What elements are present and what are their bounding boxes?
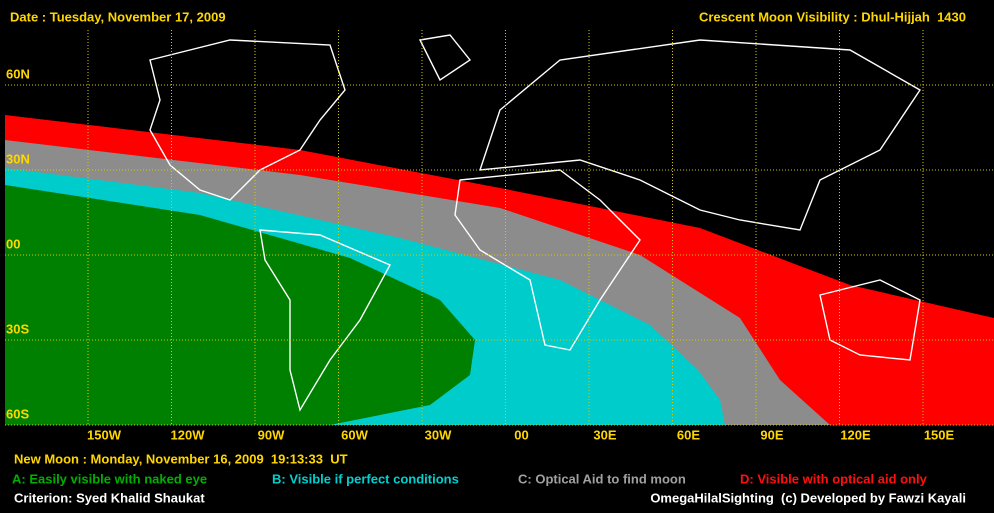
lat-label: 00	[6, 236, 20, 251]
lon-label: 60E	[677, 427, 700, 442]
legend-item: D: Visible with optical aid only	[740, 471, 928, 486]
legend-item: C: Optical Aid to find moon	[518, 471, 686, 486]
coastlines	[149, 34, 921, 412]
lat-label: 60N	[6, 66, 30, 81]
lon-label: 90E	[760, 427, 783, 442]
legend-item: A: Easily visible with naked eye	[12, 471, 207, 486]
lon-label: 30E	[593, 427, 616, 442]
criterion-text: Criterion: Syed Khalid Shaukat	[14, 490, 205, 505]
lat-label: 60S	[6, 406, 29, 421]
visibility-zones	[5, 115, 994, 425]
legend-item: B: Visible if perfect conditions	[272, 471, 459, 486]
lon-label: 150E	[924, 427, 955, 442]
lon-label: 00	[514, 427, 528, 442]
lat-label: 30N	[6, 151, 30, 166]
lon-label: 150W	[87, 427, 122, 442]
africa	[454, 169, 641, 351]
lon-label: 30W	[425, 427, 452, 442]
title-text: Crescent Moon Visibility : Dhul-Hijjah 1…	[699, 9, 966, 24]
date-text: Date : Tuesday, November 17, 2009	[10, 9, 226, 24]
lon-label: 90W	[258, 427, 285, 442]
lat-label: 30S	[6, 321, 29, 336]
credit-text: OmegaHilalSighting (c) Developed by Fawz…	[650, 490, 966, 505]
lon-label: 60W	[341, 427, 368, 442]
new-moon-text: New Moon : Monday, November 16, 2009 19:…	[14, 451, 348, 466]
south-america	[259, 229, 391, 412]
eurasia	[478, 39, 921, 231]
zone-a	[5, 185, 475, 425]
labels: Date : Tuesday, November 17, 2009 Crescen…	[6, 9, 966, 505]
lon-label: 120E	[840, 427, 871, 442]
greenland	[418, 34, 472, 82]
lon-label: 120W	[171, 427, 206, 442]
